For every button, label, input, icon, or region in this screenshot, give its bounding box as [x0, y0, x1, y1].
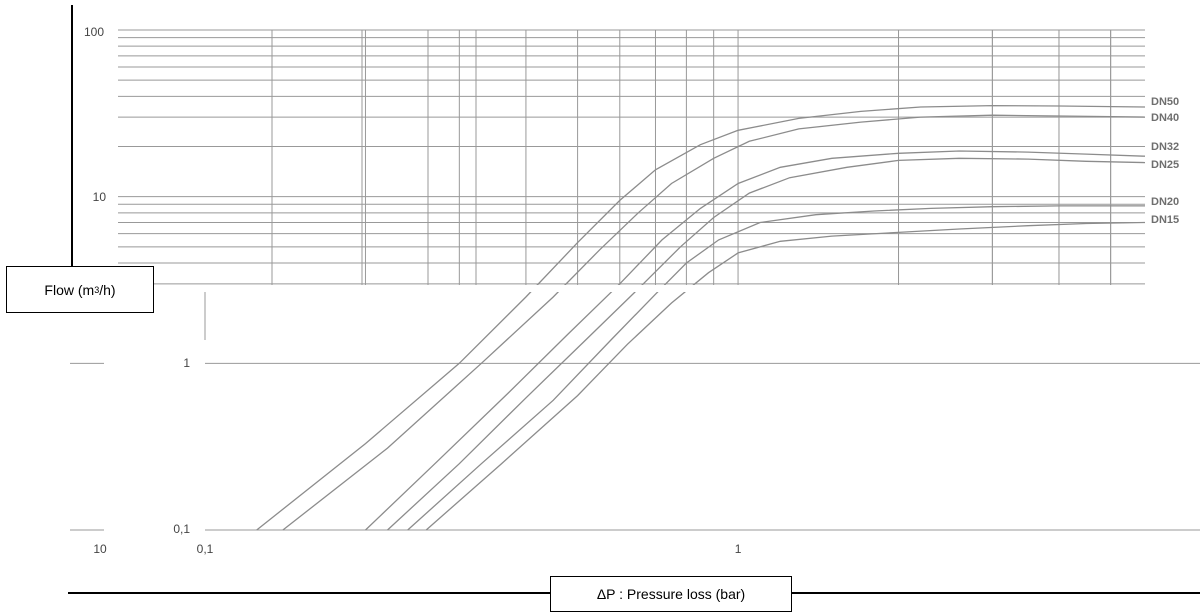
- series-curve-dn20: [407, 205, 1145, 531]
- series-label-dn32: DN32: [1151, 141, 1179, 153]
- y-tick-label: 10: [93, 190, 107, 204]
- series-labels: DN50 DN40 DN32 DN25 DN20 DN15: [1151, 96, 1179, 226]
- y-tick-label: 100: [84, 25, 104, 39]
- series-label-dn15: DN15: [1151, 214, 1179, 226]
- tick-labels: 100 10 1 0,1 0,1 1 10: [84, 25, 742, 556]
- y-axis-label: Flow (m 3/h): [6, 266, 154, 313]
- series-label-dn25: DN25: [1151, 159, 1179, 171]
- series-curve-dn32: [365, 150, 1146, 531]
- series-label-dn20: DN20: [1151, 196, 1179, 208]
- grid-lines: [70, 29, 1200, 531]
- y-tick-label: 1: [183, 356, 190, 370]
- y-tick-label: 0,1: [173, 522, 190, 536]
- y-axis-label-text: Flow (m: [44, 281, 95, 298]
- x-axis-label-text: ΔP : Pressure loss (bar): [596, 586, 746, 602]
- gap-band: [0, 285, 1200, 292]
- series-label-dn50: DN50: [1151, 96, 1179, 108]
- y-axis-label-tail: /h): [99, 281, 116, 298]
- x-tick-label: 0,1: [197, 542, 214, 556]
- x-axis-label: ΔP : Pressure loss (bar): [550, 576, 792, 612]
- series-curve-dn40: [282, 114, 1146, 531]
- series-curve-dn50: [256, 104, 1146, 531]
- axes: [68, 5, 1200, 594]
- series-curve-dn15: [425, 221, 1146, 531]
- series-curves: [256, 104, 1146, 531]
- series-label-dn40: DN40: [1151, 112, 1179, 124]
- chart-gap-band: [0, 285, 1200, 292]
- stray-tick-label: 10: [93, 542, 107, 556]
- series-curve-dn25: [387, 157, 1146, 531]
- x-tick-label: 1: [735, 542, 742, 556]
